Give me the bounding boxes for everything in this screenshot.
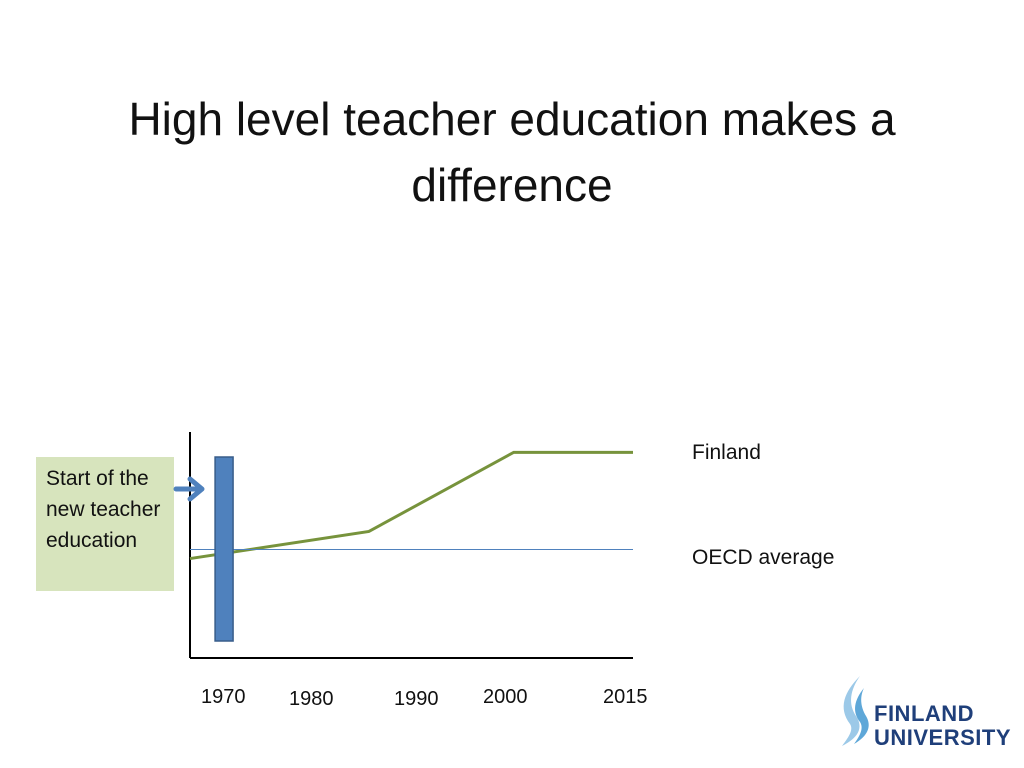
- arrow-right-icon: [173, 476, 205, 502]
- logo-text-university: UNIVERSITY: [874, 725, 1012, 750]
- x-tick-label-1970: 1970: [201, 686, 246, 708]
- series-layer: [189, 450, 633, 561]
- series-label-oecd-average: OECD average: [692, 546, 835, 569]
- callout-start-of-teacher-education: Start of the new teacher education: [36, 457, 174, 591]
- series-label-finland: Finland: [692, 441, 761, 464]
- finland-university-logo: FINLAND UNIVERSITY: [834, 674, 1016, 750]
- x-tick-label-2015: 2015: [603, 686, 648, 708]
- flame-logo-icon: [842, 676, 869, 746]
- x-tick-label-1990: 1990: [394, 688, 439, 710]
- x-tick-label-1980: 1980: [289, 688, 334, 710]
- slide-title: High level teacher education makes a dif…: [128, 93, 896, 211]
- teacher-education-start-marker: [214, 456, 234, 642]
- series-line-finland: [189, 450, 633, 561]
- logo-text-finland: FINLAND: [874, 701, 975, 726]
- x-tick-label-2000: 2000: [483, 686, 528, 708]
- tick-layer: 1970 1980 1990 2000 2015: [201, 686, 648, 710]
- marker-layer: [173, 456, 234, 642]
